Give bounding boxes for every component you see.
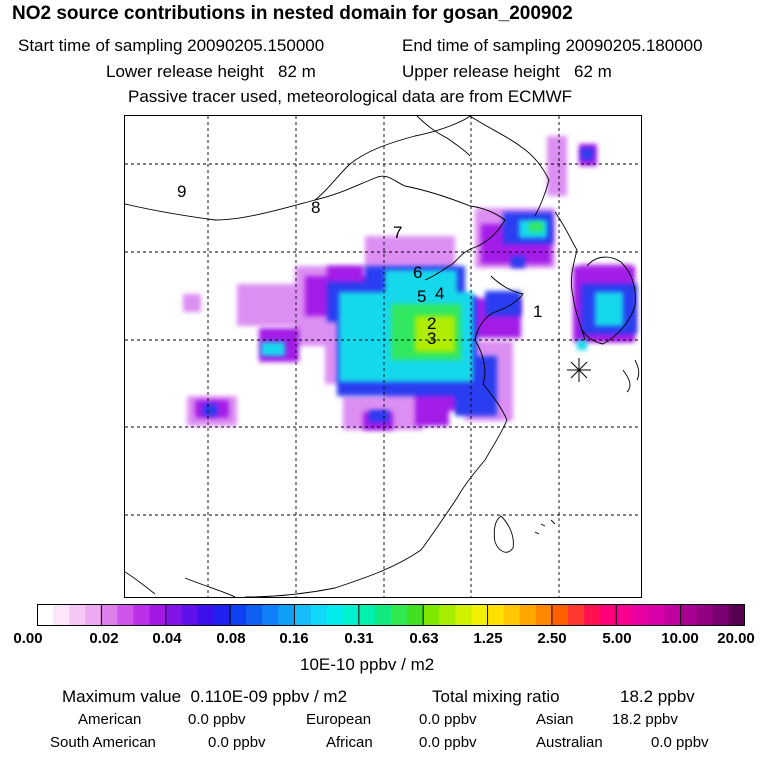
colorbar-swatch <box>37 604 54 626</box>
south-american-value: 0.0 ppbv <box>208 734 266 751</box>
colorbar-swatch <box>69 604 86 626</box>
colorbar-units: 10E-10 ppbv / m2 <box>300 655 435 674</box>
colorbar-tick: 1.25 <box>473 630 503 647</box>
colorbar-swatch <box>133 604 151 626</box>
map-svg: 1 2 3 4 5 6 7 8 9 <box>125 116 641 597</box>
upper-release-label: Upper release height 62 m <box>402 62 612 81</box>
colorbar-swatch <box>149 604 167 626</box>
colorbar-swatch <box>535 604 553 626</box>
chart-title: NO2 source contributions in nested domai… <box>12 3 573 24</box>
source-label-7: 7 <box>393 223 402 242</box>
colorbar-swatch <box>391 604 408 626</box>
american-value: 0.0 ppbv <box>188 711 246 728</box>
colorbar-swatch <box>230 604 247 626</box>
african-label: African <box>326 734 373 751</box>
colorbar-swatch <box>101 604 118 626</box>
colorbar-swatch <box>310 604 328 626</box>
colorbar-swatch <box>696 604 714 626</box>
colorbar-swatch <box>680 604 698 626</box>
coastlines <box>125 116 640 597</box>
colorbar-tick: 10.00 <box>661 630 699 647</box>
european-label: European <box>306 711 372 728</box>
max-value-label: Maximum value 0.110E-09 ppbv / m2 <box>62 687 348 706</box>
end-time-label: End time of sampling 20090205.180000 <box>402 36 703 55</box>
colorbar-tick: 5.00 <box>602 630 632 647</box>
colorbar-svg <box>37 604 746 626</box>
colorbar-swatch <box>487 604 505 626</box>
colorbar-swatch <box>728 604 746 626</box>
south-american-label: South American <box>50 734 156 751</box>
asian-value: 18.2 ppbv <box>612 711 678 728</box>
source-label-4: 4 <box>435 284 444 303</box>
colorbar-swatch <box>262 604 279 626</box>
plume-yellow <box>415 316 455 352</box>
colorbar-swatch <box>374 604 392 626</box>
lower-release-label: Lower release height 82 m <box>106 62 316 81</box>
colorbar-swatch <box>342 604 360 626</box>
total-mixing-label: Total mixing ratio <box>432 687 560 706</box>
american-label: American <box>78 711 142 728</box>
colorbar-swatch <box>326 604 344 626</box>
colorbar-swatch <box>455 604 472 626</box>
source-label-8: 8 <box>311 198 320 217</box>
colorbar-tick: 0.63 <box>409 630 439 647</box>
african-value: 0.0 ppbv <box>419 734 477 751</box>
receptor-asterisk-icon <box>567 358 591 382</box>
colorbar <box>37 604 746 626</box>
colorbar-swatch <box>53 604 70 626</box>
source-label-9: 9 <box>177 182 186 201</box>
colorbar-swatch <box>278 604 295 626</box>
tracer-note: Passive tracer used, meteorological data… <box>128 87 573 106</box>
source-label-2: 2 <box>427 314 436 333</box>
start-time-label: Start time of sampling 20090205.150000 <box>18 36 325 55</box>
colorbar-swatch <box>181 604 199 626</box>
colorbar-swatch <box>632 604 649 626</box>
colorbar-swatch <box>519 604 537 626</box>
colorbar-swatch <box>407 604 424 626</box>
colorbar-tick: 0.04 <box>152 630 182 647</box>
colorbar-swatch <box>712 604 730 626</box>
source-label-6: 6 <box>413 263 422 282</box>
colorbar-swatch <box>358 604 376 626</box>
european-value: 0.0 ppbv <box>419 711 477 728</box>
colorbar-swatch <box>117 604 135 626</box>
concentration-map: 1 2 3 4 5 6 7 8 9 <box>124 115 642 598</box>
colorbar-tick: 0.31 <box>344 630 374 647</box>
colorbar-swatch <box>294 604 312 626</box>
australian-label: Australian <box>536 734 603 751</box>
colorbar-border <box>37 604 745 626</box>
plume-layers <box>183 136 637 430</box>
colorbar-swatch <box>197 604 215 626</box>
colorbar-swatch <box>584 604 601 626</box>
colorbar-tick: 20.00 <box>717 630 755 647</box>
colorbar-swatch <box>600 604 617 626</box>
colorbar-swatch <box>214 604 231 626</box>
colorbar-swatch <box>503 604 521 626</box>
colorbar-swatch <box>165 604 183 626</box>
source-label-1: 1 <box>533 302 542 321</box>
colorbar-swatch <box>246 604 263 626</box>
colorbar-swatch <box>439 604 456 626</box>
total-mixing-value: 18.2 ppbv <box>620 687 695 706</box>
colorbar-swatch <box>648 604 666 626</box>
source-label-3: 3 <box>427 329 436 348</box>
colorbar-swatch <box>423 604 440 626</box>
colorbar-swatch <box>471 604 489 626</box>
colorbar-tick: 0.16 <box>279 630 309 647</box>
colorbar-tick: 0.08 <box>216 630 246 647</box>
grid-lines <box>125 116 641 597</box>
colorbar-swatch <box>664 604 682 626</box>
colorbar-tick: 0.02 <box>89 630 119 647</box>
colorbar-swatch <box>551 604 569 626</box>
source-labels: 1 2 3 4 5 6 7 8 9 <box>177 182 542 348</box>
asian-label: Asian <box>536 711 574 728</box>
australian-value: 0.0 ppbv <box>651 734 709 751</box>
colorbar-swatch <box>568 604 585 626</box>
colorbar-swatch <box>85 604 102 626</box>
colorbar-swatch <box>616 604 633 626</box>
colorbar-tick: 2.50 <box>537 630 567 647</box>
source-label-5: 5 <box>417 287 426 306</box>
colorbar-tick: 0.00 <box>13 630 43 647</box>
